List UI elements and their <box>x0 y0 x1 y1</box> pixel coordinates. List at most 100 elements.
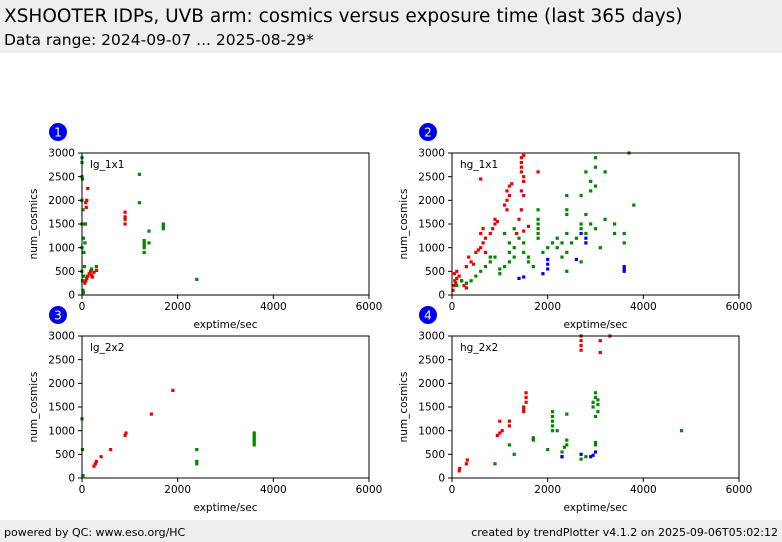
chart-panel-1: 0 2000 4000 6000 0 500 1000 1500 2000 2500 3000 exp… <box>28 123 382 331</box>
panel-number-badge <box>49 123 67 141</box>
data-point <box>541 250 545 254</box>
data-point <box>123 433 127 437</box>
data-point <box>93 462 97 466</box>
data-point <box>507 424 511 428</box>
data-point <box>593 165 598 169</box>
y-tick-label: 500 <box>55 266 75 278</box>
data-point <box>519 160 523 165</box>
data-point <box>455 269 459 273</box>
data-point <box>84 201 88 205</box>
data-point <box>503 203 507 207</box>
data-point <box>593 395 598 400</box>
y-tick-label: 2500 <box>48 171 75 183</box>
y-tick-label: 0 <box>68 290 75 302</box>
data-point <box>464 286 468 290</box>
data-point <box>171 388 175 392</box>
data-point <box>495 220 499 224</box>
data-point <box>565 194 569 198</box>
data-point <box>550 419 555 423</box>
data-point <box>591 453 595 457</box>
data-point <box>81 474 85 478</box>
data-point <box>522 241 526 245</box>
data-point <box>536 222 540 226</box>
data-point <box>195 462 199 466</box>
data-point <box>94 268 98 272</box>
data-point <box>593 440 598 445</box>
data-point <box>86 274 90 278</box>
data-point <box>613 231 617 236</box>
data-point <box>565 208 569 212</box>
data-point <box>488 260 492 264</box>
data-point <box>85 276 89 280</box>
data-point <box>579 194 583 198</box>
x-tick-label: 0 <box>79 301 86 313</box>
data-point <box>526 260 531 264</box>
data-point <box>591 405 595 409</box>
y-tick-label: 500 <box>425 449 445 461</box>
data-point <box>464 462 468 466</box>
data-point <box>90 273 94 277</box>
data-point <box>522 410 526 414</box>
data-point <box>83 222 87 226</box>
x-axis-label: exptime/sec <box>563 502 627 514</box>
x-tick-label: 2000 <box>534 301 561 313</box>
data-point <box>584 231 588 236</box>
footer-powered-by: powered by QC: www.eso.org/HC <box>4 526 186 539</box>
data-point <box>524 400 528 404</box>
y-tick-label: 2500 <box>418 171 445 183</box>
data-point <box>519 165 523 169</box>
x-tick-label: 2000 <box>534 484 561 496</box>
y-tick-label: 0 <box>68 473 75 485</box>
data-point <box>467 255 471 259</box>
data-point <box>123 215 127 219</box>
data-point <box>469 260 473 264</box>
y-axis-label: num_cosmics <box>28 372 40 443</box>
y-tick-label: 1000 <box>48 425 75 437</box>
data-point <box>507 184 511 188</box>
x-tick-label: 0 <box>79 484 86 496</box>
panel-number-badge <box>49 306 67 324</box>
panel-number-label: 4 <box>424 308 432 322</box>
data-point <box>479 177 483 181</box>
data-point <box>593 450 598 454</box>
data-point <box>555 429 559 433</box>
data-point <box>495 433 499 437</box>
data-point <box>503 231 507 236</box>
data-point <box>574 257 578 262</box>
data-point <box>622 241 626 245</box>
panel-label: lg_2x2 <box>90 342 124 354</box>
data-point <box>522 275 526 279</box>
y-tick-label: 1500 <box>418 219 445 231</box>
data-point <box>522 194 526 198</box>
panel-label: hg_1x1 <box>460 159 498 171</box>
data-point <box>519 156 523 160</box>
y-tick-label: 0 <box>438 290 445 302</box>
data-point <box>161 224 165 228</box>
data-point <box>579 231 583 236</box>
data-point <box>99 455 103 459</box>
data-point <box>603 217 607 221</box>
data-point <box>550 424 555 428</box>
data-point <box>522 229 526 233</box>
data-point <box>584 241 588 245</box>
data-point <box>550 429 555 433</box>
plot-frame <box>451 335 740 479</box>
data-point <box>82 250 86 254</box>
data-point <box>479 246 483 250</box>
data-point <box>109 448 113 452</box>
data-point <box>94 265 98 269</box>
data-point <box>252 438 256 442</box>
data-point <box>536 231 540 236</box>
data-point <box>522 250 526 254</box>
data-point <box>593 443 598 447</box>
data-point <box>483 250 488 254</box>
data-point <box>493 255 497 259</box>
data-point <box>195 448 199 452</box>
data-point <box>498 272 502 276</box>
y-tick-label: 1000 <box>418 242 445 254</box>
data-range-subtitle: Data range: 2024-09-07 ... 2025-08-29* <box>4 31 314 49</box>
data-point <box>515 231 519 236</box>
data-point <box>85 198 89 202</box>
data-point <box>491 227 495 231</box>
data-point <box>510 182 514 186</box>
